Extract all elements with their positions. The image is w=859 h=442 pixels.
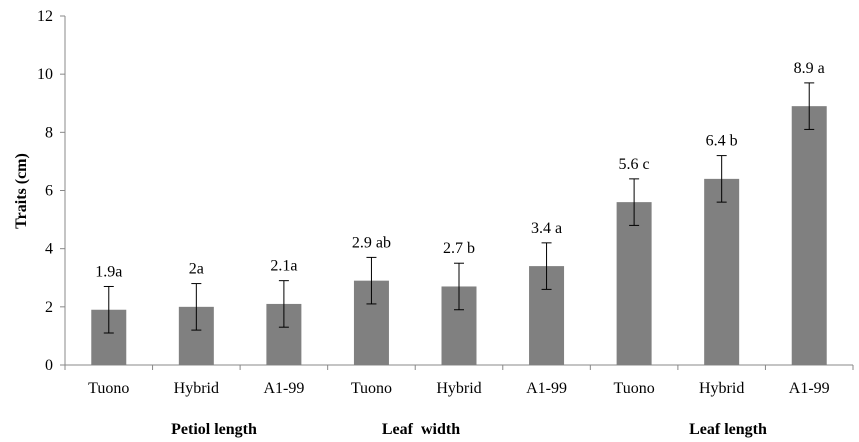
y-tick-label: 0	[45, 357, 53, 374]
data-label: 5.6 c	[619, 156, 650, 173]
x-tick-label: Tuono	[88, 380, 129, 397]
y-tick-label: 8	[45, 124, 53, 141]
y-tick-label: 4	[45, 241, 53, 258]
x-tick-label: A1-99	[789, 380, 830, 397]
y-tick-label: 10	[37, 66, 53, 83]
bar	[791, 106, 827, 366]
x-tick-label: Hybrid	[174, 380, 219, 397]
data-label: 1.9a	[95, 263, 122, 280]
x-tick-label: Tuono	[614, 380, 655, 397]
y-tick-label: 6	[45, 183, 53, 200]
y-axis-label: Traits (cm)	[13, 153, 30, 229]
x-tick-label: Hybrid	[699, 380, 744, 397]
data-label: 2.1a	[270, 258, 297, 275]
data-label: 2.9 ab	[352, 234, 391, 251]
data-label: 8.9 a	[794, 60, 825, 77]
group-label: Leaf width	[382, 421, 460, 438]
x-tick-label: A1-99	[263, 380, 304, 397]
x-tick-label: Hybrid	[436, 380, 481, 397]
y-tick-label: 2	[45, 299, 53, 316]
y-tick-label: 12	[37, 8, 53, 25]
x-tick-label: Tuono	[351, 380, 392, 397]
data-label: 2.7 b	[443, 240, 475, 257]
x-tick-label: A1-99	[526, 380, 567, 397]
bar	[616, 202, 652, 365]
group-label: Leaf length	[689, 421, 767, 438]
group-label: Petiol length	[171, 421, 257, 438]
bar	[704, 178, 740, 365]
data-label: 6.4 b	[706, 133, 738, 150]
data-label: 3.4 a	[531, 220, 562, 237]
data-label: 2a	[189, 261, 204, 278]
